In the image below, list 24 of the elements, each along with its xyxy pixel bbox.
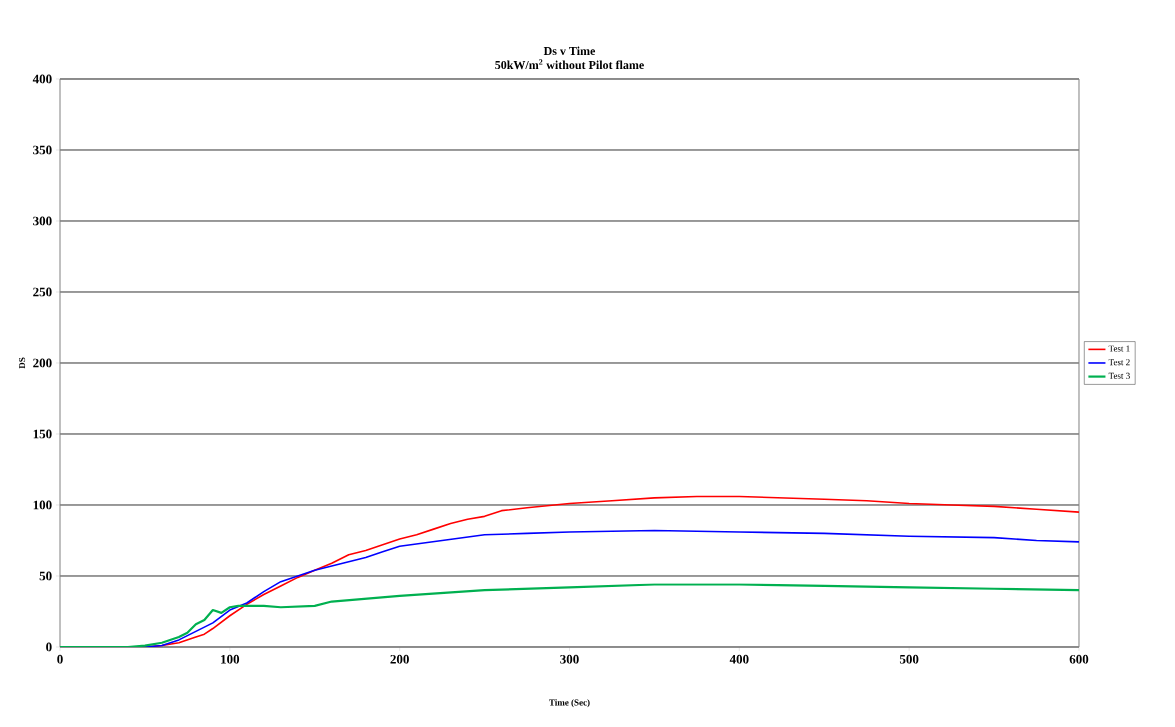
x-tick-label: 400	[729, 654, 749, 664]
x-axis-title: Time (Sec)	[549, 699, 590, 708]
y-tick-label: 150	[33, 429, 52, 439]
legend-label: Test 1	[1108, 345, 1130, 352]
y-tick-label: 200	[33, 358, 52, 368]
y-tick-label: 100	[33, 500, 52, 510]
chart-title: Ds v Time	[543, 46, 596, 56]
line-series	[60, 583, 1079, 647]
legend-label: Test 3	[1108, 372, 1130, 379]
x-tick-label: 200	[390, 654, 409, 664]
y-tick-label: 300	[33, 216, 52, 226]
x-tick-label: 100	[221, 654, 240, 664]
x-tick-label: 300	[560, 654, 579, 664]
y-tick-label: 0	[46, 642, 52, 652]
x-tick-label: 0	[57, 654, 63, 664]
chart-subtitle: 50kW/m$^{2}$ without Pilot flame	[495, 59, 644, 70]
y-tick-label: 350	[33, 145, 52, 155]
y-tick-label: 50	[39, 571, 52, 581]
y-axis-title: DS	[19, 357, 26, 369]
y-tick-label: 250	[33, 287, 52, 297]
y-tick-label: 400	[32, 74, 52, 84]
legend-label: Test 2	[1108, 359, 1130, 366]
x-tick-label: 500	[899, 654, 919, 664]
x-tick-label: 600	[1069, 654, 1089, 664]
